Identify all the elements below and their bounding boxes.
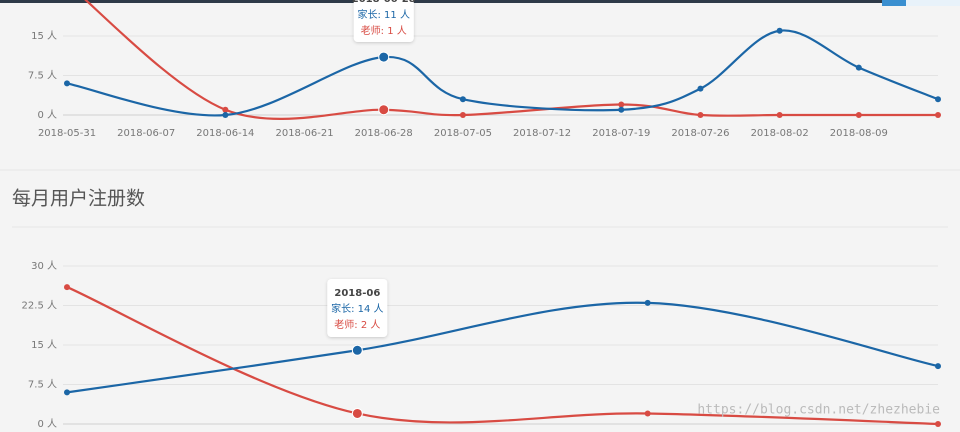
data-point (618, 106, 625, 113)
data-point (644, 410, 651, 417)
data-point (855, 112, 862, 118)
x-tick-label: 2018-08-09 (830, 128, 888, 139)
data-point (222, 106, 229, 113)
series-line (66, 301, 939, 394)
data-point (64, 389, 70, 396)
data-point (855, 64, 862, 71)
watermark: https://blog.csdn.net/zhezhebie (697, 403, 940, 418)
data-point (697, 85, 704, 92)
data-point (935, 96, 941, 103)
data-point (378, 51, 390, 63)
data-point (776, 112, 783, 118)
data-point (935, 421, 941, 427)
y-tick-label: 0 人 (37, 418, 57, 430)
top-bar (0, 0, 960, 3)
data-point (64, 284, 70, 291)
x-tick-label: 2018-06-28 (355, 128, 413, 139)
x-tick-label: 2018-06-21 (275, 128, 333, 139)
data-point (697, 112, 704, 118)
y-tick-label: 7.5 人 (28, 70, 57, 82)
data-point (935, 112, 941, 118)
x-tick-label: 2018-06-07 (117, 128, 175, 139)
x-tick-label: 2018-07-12 (513, 128, 571, 139)
data-point (644, 299, 651, 306)
data-point (459, 112, 466, 118)
data-point (378, 104, 390, 116)
x-tick-label: 2018-08-02 (751, 128, 809, 139)
tooltip-box (327, 279, 388, 337)
data-point (222, 112, 229, 118)
data-point (618, 101, 625, 108)
y-tick-label: 30 人 (31, 260, 57, 272)
chart-monthly: 0 人 7.5 人 15 人 22.5 人 30 人 2018-06 家长: 14 人老师:… (22, 260, 941, 430)
data-point (351, 407, 363, 419)
y-tick-label: 0 人 (37, 109, 57, 121)
y-tick-label: 15 人 (31, 30, 57, 42)
x-tick-label: 2018-07-26 (671, 128, 729, 139)
x-tick-label: 2018-06-14 (196, 128, 254, 139)
tooltip-title: 2018-06-28 (352, 0, 416, 5)
y-tick-label: 22.5 人 (22, 300, 57, 312)
top-widget (882, 0, 960, 6)
data-point (776, 27, 783, 34)
top-button[interactable] (882, 0, 906, 6)
chart-weekly: 2018-05-31 2018-06-07 2018-06-14 2018-06-21… (28, 0, 941, 139)
y-tick-label: 7.5 人 (28, 379, 57, 391)
data-point (64, 80, 70, 87)
data-point (459, 96, 466, 103)
y-tick-label: 15 人 (31, 339, 57, 351)
series-line (66, 29, 939, 117)
data-point (935, 363, 941, 370)
data-point (351, 344, 363, 356)
tooltip-title: 2018-06 (334, 288, 380, 299)
tooltip-line: 家长: 11 人 (358, 8, 410, 21)
series-line (66, 286, 939, 426)
x-tick-label: 2018-07-05 (434, 128, 492, 139)
x-tick-label: 2018-05-31 (38, 128, 96, 139)
tooltip-box (353, 0, 414, 42)
tooltip-line: 老师: 1 人 (361, 24, 407, 37)
section-title: 每月用户注册数 (12, 188, 145, 210)
series-line (84, 0, 938, 120)
tooltip-line: 老师: 2 人 (334, 318, 380, 331)
x-tick-label: 2018-07-19 (592, 128, 650, 139)
tooltip-line: 家长: 14 人 (331, 302, 383, 315)
